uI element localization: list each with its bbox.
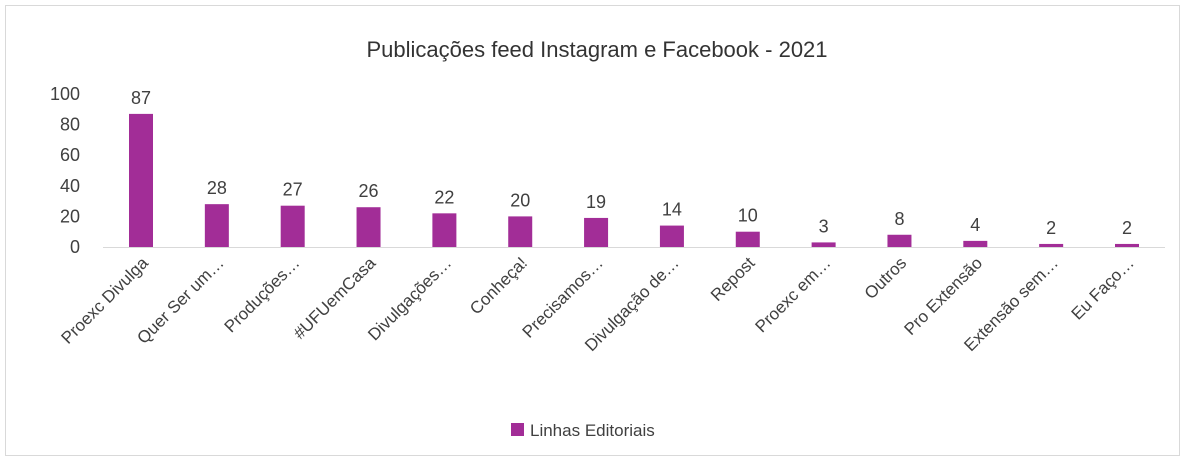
y-tick-label: 100	[50, 84, 80, 104]
bar	[508, 216, 533, 247]
data-label: 27	[283, 180, 303, 200]
bar	[129, 113, 153, 247]
bar	[887, 234, 912, 247]
data-label: 2	[1046, 218, 1056, 238]
bar	[659, 225, 684, 247]
data-label: 22	[434, 187, 454, 207]
data-label: 14	[662, 200, 682, 220]
y-axis: 0 20 40 60 80 100	[50, 84, 80, 257]
data-label: 19	[586, 192, 606, 212]
data-label: 28	[207, 178, 227, 198]
bar	[584, 217, 609, 247]
y-tick-label: 60	[60, 145, 80, 165]
legend-label: Linhas Editoriais	[530, 421, 655, 440]
legend-swatch	[511, 423, 524, 436]
data-label: 20	[510, 190, 530, 210]
bar	[811, 242, 836, 247]
data-label: 8	[894, 209, 904, 229]
legend: Linhas Editoriais	[511, 421, 655, 440]
y-tick-label: 20	[60, 206, 80, 226]
bar	[1039, 243, 1064, 247]
bar	[963, 240, 988, 247]
y-tick-label: 80	[60, 115, 80, 135]
data-label: 4	[970, 215, 980, 235]
y-tick-label: 0	[70, 237, 80, 257]
bar	[432, 213, 457, 247]
bar	[356, 207, 381, 247]
bars	[129, 113, 1139, 247]
data-label: 3	[819, 216, 829, 236]
data-label: 2	[1122, 218, 1132, 238]
bar	[280, 205, 305, 247]
data-label: 10	[738, 206, 758, 226]
bar	[735, 231, 760, 247]
data-label: 26	[359, 181, 379, 201]
y-tick-label: 40	[60, 176, 80, 196]
chart-title: Publicações feed Instagram e Facebook - …	[366, 37, 827, 62]
data-label: 87	[131, 88, 151, 108]
bar	[204, 204, 229, 247]
bar	[1115, 243, 1139, 247]
